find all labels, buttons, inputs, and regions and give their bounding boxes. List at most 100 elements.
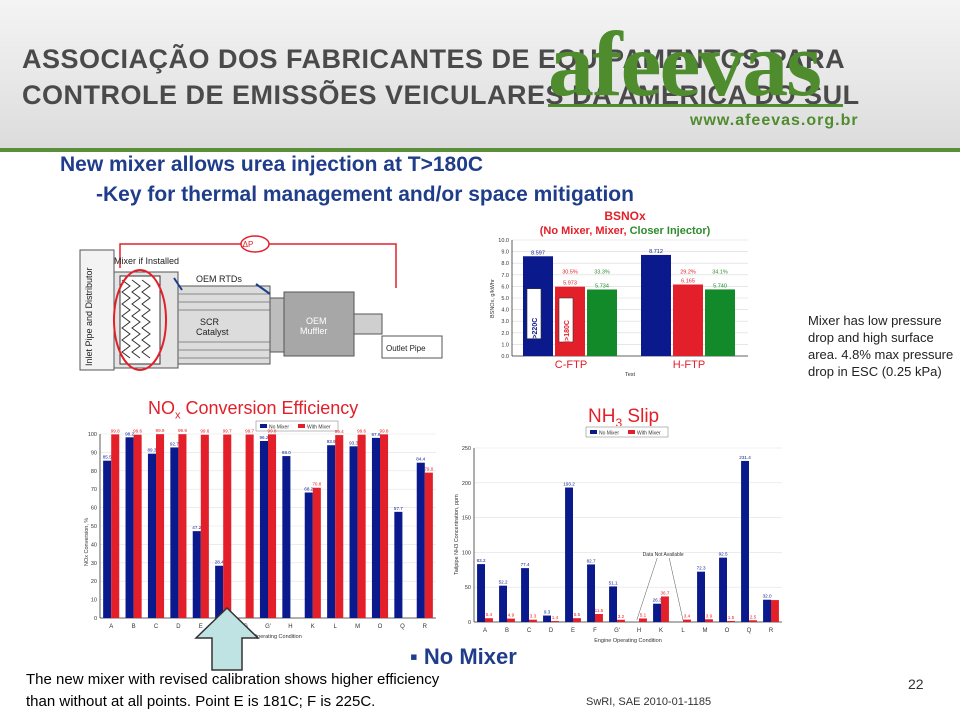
nox-value-label: 99.8	[380, 428, 389, 433]
nh3-bar	[661, 596, 669, 622]
nox-value-label: 47.2	[192, 525, 201, 530]
nox-bar	[349, 446, 358, 618]
nox-bar	[178, 434, 187, 618]
nh3-bar	[477, 564, 485, 622]
nox-value-label: 93.3	[349, 440, 358, 445]
nox-value-label: 89.3	[147, 448, 156, 453]
bsnox-ytick: 6.0	[501, 284, 509, 290]
nh3-bar	[609, 586, 617, 622]
header-banner	[0, 0, 960, 148]
nox-ytick: 40	[91, 542, 97, 548]
bsnox-value-label: 5.973	[563, 281, 577, 287]
nh3-category-label: H	[637, 628, 641, 634]
bsnox-annotation: Inj>180C	[564, 320, 571, 349]
nh3-value-label: 32.0	[763, 594, 772, 599]
nh3-value-label: 5.4	[486, 612, 493, 617]
bsnox-value-label: 6.165	[681, 278, 695, 284]
nox-value-label: 70.8	[312, 482, 321, 487]
nh3-bar	[727, 620, 735, 622]
nh3-value-label: 1.4	[552, 615, 559, 620]
nox-bar	[125, 437, 134, 618]
bsnox-ytick: 9.0	[501, 250, 509, 256]
oem-rtds-label: OEM RTDs	[196, 274, 242, 284]
nox-value-label: 92.7	[170, 441, 179, 446]
nh3-value-label: 5.5	[574, 612, 581, 617]
nh3-category-label: K	[659, 628, 663, 634]
scr-system-diagram: Mixer if Installed ΔP OEM RTDs Inlet Pip…	[79, 235, 443, 371]
nh3-value-label: 36.7	[660, 590, 669, 595]
nox-value-label: 99.4	[335, 429, 344, 434]
logo-underline	[548, 104, 843, 107]
bsnox-ytick: 10.0	[498, 238, 509, 244]
nox-value-label: 99.8	[268, 428, 277, 433]
nh3-annotation: Data Not Available	[643, 552, 684, 558]
nox-value-label: 98.2	[125, 431, 134, 436]
nh3-value-label: 26.3	[653, 598, 662, 603]
nh3-category-label: Q	[747, 628, 752, 634]
nox-legend-swatch	[260, 424, 267, 428]
nox-value-label: 28.4	[215, 560, 224, 565]
bsnox-ytick: 3.0	[501, 319, 509, 325]
nox-bar	[380, 434, 389, 618]
nh3-ytick: 150	[462, 516, 471, 522]
nox-value-label: 99.9	[178, 428, 187, 433]
nox-value-label: 99.9	[156, 428, 165, 433]
nox-value-label: 84.4	[416, 457, 425, 462]
nox-category-label: M	[355, 624, 360, 630]
nh3-value-label: 3.9	[706, 613, 713, 618]
bsnox-category-label: C-FTP	[555, 359, 587, 371]
nh3-bar	[763, 599, 771, 622]
delta-p-label: ΔP	[243, 240, 254, 249]
nh3-bar	[617, 619, 625, 622]
nox-category-label: C	[154, 624, 159, 630]
nox-legend-box	[255, 420, 339, 432]
nh3-value-label: 3.4	[684, 614, 691, 619]
nh3-bar	[639, 618, 647, 622]
nh3-chart-title: NH3 Slip	[588, 406, 660, 430]
bsnox-ytick: 2.0	[501, 331, 509, 337]
nh3-category-label: A	[483, 628, 487, 634]
nh3-value-label: 1.5	[728, 615, 735, 620]
nh3-value-label: 82.7	[587, 558, 596, 563]
bsnox-subtitle: (No Mixer, Mixer, Closer Injector)	[540, 225, 711, 237]
nox-category-label: Q	[400, 624, 405, 630]
nh3-value-label: 5.1	[640, 612, 647, 617]
bsnox-category-label: H-FTP	[673, 359, 705, 371]
nh3-category-label: G'	[614, 628, 620, 634]
bsnox-value-label: 5.740	[713, 283, 727, 289]
nox-bar	[215, 565, 224, 618]
nh3-ytick: 100	[462, 550, 471, 556]
nox-bar	[111, 434, 120, 618]
bsnox-pct-label: 29.2%	[680, 270, 696, 276]
slide-title-line-1: New mixer allows urea injection at T>180…	[60, 153, 484, 176]
nh3-bar	[587, 564, 595, 622]
nox-ytick: 10	[91, 598, 97, 604]
nox-ytick: 0	[94, 616, 97, 622]
nh3-bar	[771, 600, 779, 622]
nh3-category-label: R	[769, 628, 774, 634]
nox-category-label: R	[423, 624, 428, 630]
afeevas-logo: afeevas	[548, 13, 822, 115]
nox-ytick: 70	[91, 487, 97, 493]
nox-category-label: O	[378, 624, 383, 630]
nh3-category-label: D	[549, 628, 554, 634]
nox-bar	[156, 434, 165, 618]
outlet-label: Outlet Pipe	[386, 344, 426, 353]
nox-bar	[133, 434, 142, 618]
nox-value-label: 68.2	[304, 487, 313, 492]
nh3-bar	[749, 620, 757, 622]
nox-value-label: 99.8	[111, 428, 120, 433]
nh3-value-label: 9.3	[544, 610, 551, 615]
bsnox-annotation-box	[558, 297, 574, 343]
nh3-bar	[551, 621, 559, 622]
no-mixer-legend: ▪ No Mixer	[410, 644, 517, 669]
footer-line-1: The new mixer with revised calibration s…	[26, 671, 440, 688]
nox-category-label: E	[199, 624, 203, 630]
nox-bar	[304, 492, 313, 618]
nox-legend-swatch	[298, 424, 305, 428]
nh3-bar	[543, 615, 551, 622]
nh3-xlabel: Engine Operating Condition	[594, 638, 662, 644]
nox-ytick: 30	[91, 561, 97, 567]
bsnox-value-label: 8.712	[649, 249, 663, 255]
nox-value-label: 99.6	[133, 429, 142, 434]
